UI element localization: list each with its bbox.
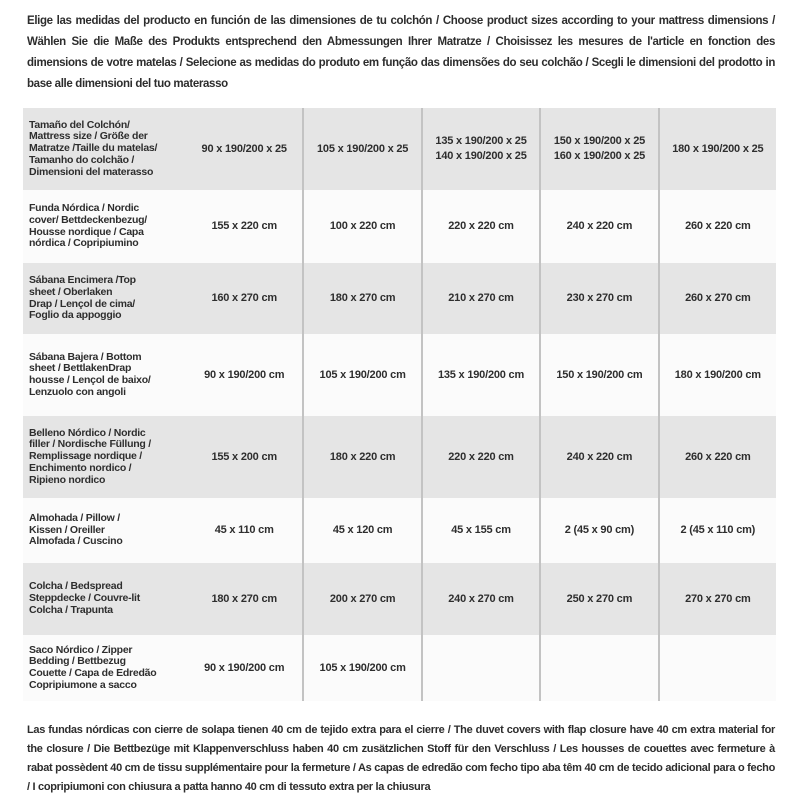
size-value-cell: 105 x 190/200 cm <box>302 334 420 416</box>
table-row-bedspread: Colcha / Bedspread Steppdecke / Couvre-l… <box>23 563 776 635</box>
size-value-cell: 90 x 190/200 x 25 <box>201 142 287 155</box>
product-label-cell: Colcha / Bedspread Steppdecke / Couvre-l… <box>29 580 140 616</box>
size-value-cell: 135 x 190/200 cm <box>420 334 539 416</box>
size-value-cell: 150 x 190/200 x 25 160 x 190/200 x 25 <box>539 108 657 190</box>
size-value-cell: 45 x 120 cm <box>302 498 420 563</box>
size-value-cell <box>539 635 657 701</box>
size-value-cell: 230 x 270 cm <box>539 263 657 334</box>
header-text: Elige las medidas del producto en funció… <box>27 15 775 90</box>
product-label-cell: Sábana Bajera / Bottom sheet / Bettlaken… <box>29 350 151 398</box>
footer-note: Las fundas nórdicas con cierre de solapa… <box>27 724 775 793</box>
size-value-cell: 180 x 190/200 cm <box>657 334 776 416</box>
size-value-cell: 135 x 190/200 x 25 140 x 190/200 x 25 <box>420 108 539 190</box>
size-value-cell: 240 x 220 cm <box>539 416 657 498</box>
table-row-nordic-filler: Belleno Nórdico / Nordic filler / Nordis… <box>23 416 776 498</box>
size-value-cell: 240 x 270 cm <box>420 563 539 635</box>
size-value-cell: 105 x 190/200 x 25 <box>302 108 420 190</box>
product-label-cell: Sábana Encimera /Top sheet / Oberlaken D… <box>29 274 136 322</box>
size-value-cell: 90 x 190/200 cm <box>204 368 285 381</box>
size-value-cell: 45 x 110 cm <box>214 524 274 537</box>
product-label-cell: Saco Nórdico / Zipper Bedding / Bettbezu… <box>29 643 157 691</box>
size-value-cell: 260 x 220 cm <box>657 416 776 498</box>
size-value-cell: 260 x 270 cm <box>657 263 776 334</box>
size-value-cell: 180 x 270 cm <box>302 263 420 334</box>
size-value-cell: 45 x 155 cm <box>420 498 539 563</box>
size-value-cell: 180 x 190/200 x 25 <box>657 108 776 190</box>
size-value-cell: 180 x 270 cm <box>211 592 277 605</box>
size-value-cell: 240 x 220 cm <box>539 190 657 263</box>
size-value-cell: 155 x 200 cm <box>211 450 277 463</box>
size-value-cell <box>657 635 776 701</box>
size-value-cell: 220 x 220 cm <box>420 190 539 263</box>
product-label-cell: Funda Nórdica / Nordic cover/ Bettdecken… <box>29 202 147 250</box>
size-value-cell: 100 x 220 cm <box>302 190 420 263</box>
size-value-cell: 2 (45 x 90 cm) <box>539 498 657 563</box>
table-row-bottom-sheet: Sábana Bajera / Bottom sheet / Bettlaken… <box>23 334 776 416</box>
table-row-nordic-cover: Funda Nórdica / Nordic cover/ Bettdecken… <box>23 190 776 263</box>
size-value-cell: 220 x 220 cm <box>420 416 539 498</box>
product-label-cell: Belleno Nórdico / Nordic filler / Nordis… <box>29 426 151 486</box>
size-value-cell <box>420 635 539 701</box>
size-value-cell: 260 x 220 cm <box>657 190 776 263</box>
size-value-cell: 2 (45 x 110 cm) <box>657 498 776 563</box>
size-table: Tamaño del Colchón/ Mattress size / Größ… <box>23 108 776 701</box>
size-value-cell: 155 x 220 cm <box>211 220 277 233</box>
table-row-mattress-size: Tamaño del Colchón/ Mattress size / Größ… <box>23 108 776 190</box>
size-value-cell: 250 x 270 cm <box>539 563 657 635</box>
size-value-cell: 180 x 220 cm <box>302 416 420 498</box>
product-label-cell: Tamaño del Colchón/ Mattress size / Größ… <box>29 118 158 178</box>
size-value-cell: 150 x 190/200 cm <box>539 334 657 416</box>
product-label-cell: Almohada / Pillow / Kissen / Oreiller Al… <box>29 511 123 548</box>
size-value-cell: 105 x 190/200 cm <box>302 635 420 701</box>
size-value-cell: 270 x 270 cm <box>657 563 776 635</box>
table-row-zipper-bedding: Saco Nórdico / Zipper Bedding / Bettbezu… <box>23 635 776 701</box>
size-value-cell: 210 x 270 cm <box>420 263 539 334</box>
table-row-top-sheet: Sábana Encimera /Top sheet / Oberlaken D… <box>23 263 776 334</box>
table-row-pillow: Almohada / Pillow / Kissen / Oreiller Al… <box>23 498 776 563</box>
size-value-cell: 160 x 270 cm <box>211 292 277 305</box>
size-value-cell: 90 x 190/200 cm <box>204 661 285 674</box>
size-value-cell: 200 x 270 cm <box>302 563 420 635</box>
